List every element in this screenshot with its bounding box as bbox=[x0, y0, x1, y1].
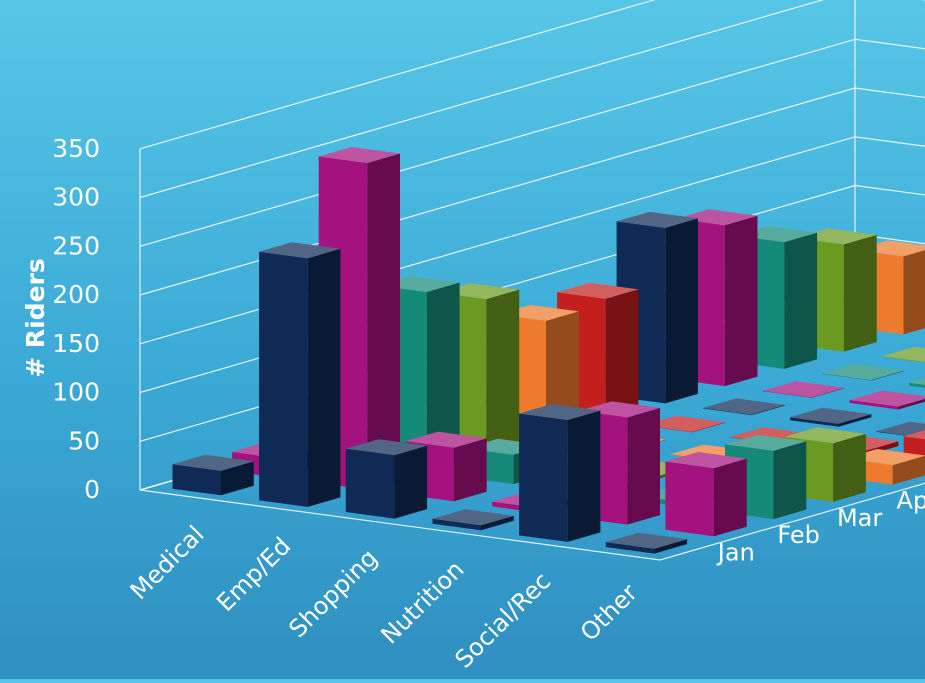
z-tick-label: 50 bbox=[68, 426, 100, 455]
bar bbox=[882, 347, 925, 364]
bar bbox=[346, 439, 427, 518]
bar-side bbox=[904, 247, 925, 335]
gridline bbox=[140, 0, 925, 198]
series-label: Feb bbox=[777, 521, 820, 549]
bar-side bbox=[844, 235, 877, 352]
series-label: Jan bbox=[716, 538, 755, 566]
category-label: Social/Rec bbox=[450, 567, 557, 674]
z-tick-label: 0 bbox=[84, 475, 100, 504]
bar bbox=[606, 533, 687, 554]
category-label: Emp/Ed bbox=[211, 532, 296, 617]
bar-front bbox=[665, 462, 714, 537]
series-label: Apr bbox=[897, 487, 925, 515]
z-tick-label: 250 bbox=[52, 231, 100, 260]
bar-side bbox=[725, 216, 758, 386]
bar bbox=[703, 398, 784, 415]
bar-front bbox=[259, 252, 308, 507]
bar-side bbox=[308, 249, 341, 507]
z-tick-label: 350 bbox=[52, 134, 100, 163]
bar-side bbox=[606, 289, 639, 420]
bar-side bbox=[367, 154, 400, 490]
category-label: Medical bbox=[125, 520, 210, 605]
series-label: Mar bbox=[837, 504, 882, 532]
bar bbox=[665, 452, 746, 536]
z-tick-label: 150 bbox=[52, 329, 100, 358]
bar-side bbox=[394, 446, 427, 519]
bar-top bbox=[882, 347, 925, 363]
bar-side bbox=[627, 408, 660, 525]
gridline bbox=[140, 39, 925, 246]
bar bbox=[173, 455, 254, 495]
bar bbox=[823, 364, 904, 381]
bar bbox=[909, 373, 925, 392]
bar bbox=[519, 404, 600, 542]
bar bbox=[850, 391, 925, 410]
bar-side bbox=[784, 233, 817, 369]
bar-side bbox=[486, 290, 519, 456]
bar-top bbox=[703, 398, 784, 414]
bar-top bbox=[763, 381, 844, 397]
bar-front bbox=[346, 449, 395, 519]
bar bbox=[433, 509, 514, 530]
bar bbox=[259, 242, 340, 507]
gridline bbox=[140, 0, 925, 149]
bar-side bbox=[568, 411, 601, 542]
z-tick-label: 300 bbox=[52, 183, 100, 212]
bar-side bbox=[774, 441, 807, 519]
bar-side bbox=[833, 434, 866, 502]
bar bbox=[790, 408, 871, 427]
category-label: Nutrition bbox=[375, 555, 469, 649]
bars-layer bbox=[173, 147, 925, 554]
bar-front bbox=[519, 414, 568, 542]
bar bbox=[763, 381, 844, 398]
bar-top bbox=[823, 364, 904, 380]
z-axis-title: # Riders bbox=[21, 258, 50, 378]
category-label: Shopping bbox=[283, 544, 383, 644]
bar-side bbox=[714, 459, 747, 537]
category-label: Other bbox=[575, 579, 643, 647]
z-tick-label: 200 bbox=[52, 280, 100, 309]
bar-side bbox=[454, 438, 487, 501]
z-tick-label: 100 bbox=[52, 378, 100, 407]
bar-side bbox=[665, 218, 698, 403]
